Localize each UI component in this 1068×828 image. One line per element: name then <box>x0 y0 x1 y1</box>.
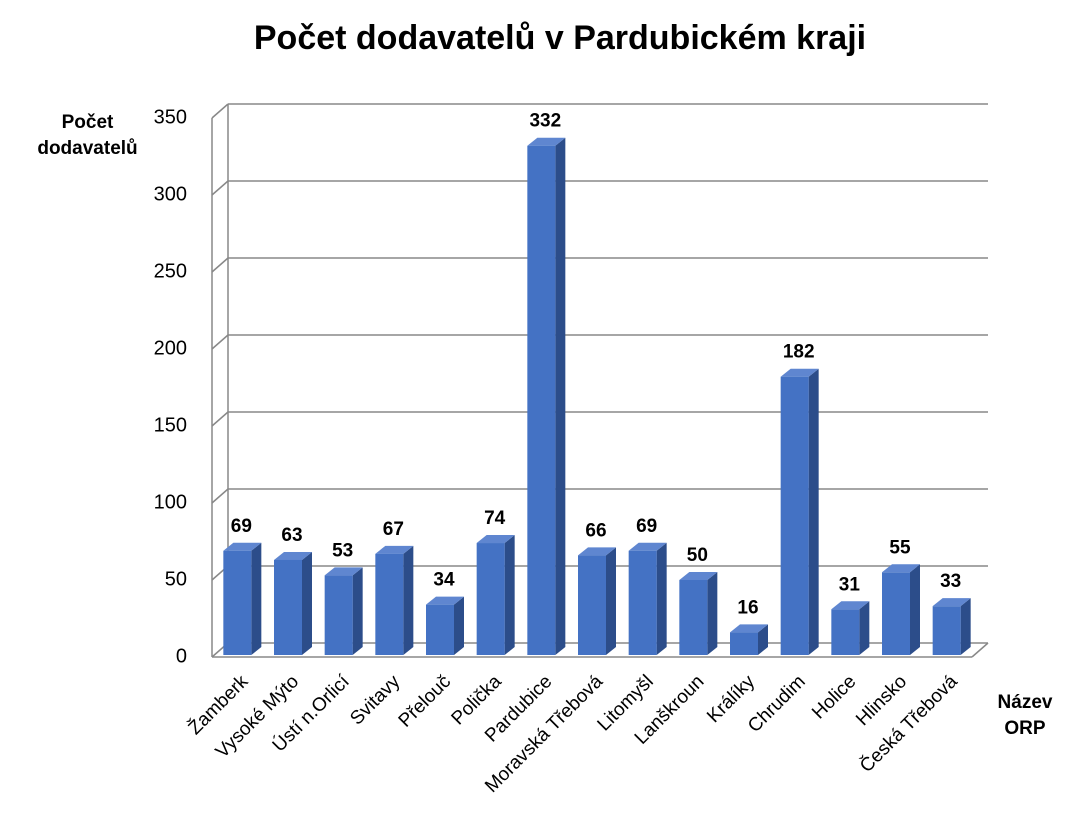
y-tick-label: 150 <box>154 414 187 436</box>
bar-side <box>808 368 819 655</box>
bar-top <box>628 542 667 551</box>
bar <box>375 545 414 655</box>
bar-front <box>578 555 606 655</box>
bar-top <box>375 545 414 554</box>
data-label: 33 <box>940 571 961 592</box>
bar <box>324 567 363 655</box>
bar-front <box>730 632 758 655</box>
bar-front <box>628 550 657 655</box>
bar-top <box>527 137 566 146</box>
bar-top <box>324 567 363 576</box>
bar-front <box>375 553 404 655</box>
bar-front <box>932 606 961 655</box>
bar <box>578 547 616 655</box>
bar <box>426 596 464 655</box>
chart-title: Počet dodavatelů v Pardubickém kraji <box>254 19 866 57</box>
bar <box>882 564 920 655</box>
bar <box>476 535 515 655</box>
data-label: 50 <box>687 545 708 566</box>
floor-edge <box>971 642 989 658</box>
x-axis-label: Název ORP <box>997 692 1053 739</box>
grid-line <box>211 103 229 119</box>
data-label: 34 <box>433 570 455 591</box>
bar-front <box>679 580 708 655</box>
data-label: 63 <box>281 525 302 546</box>
bar-top <box>932 598 971 607</box>
y-axis-label: Počet dodavatelů <box>37 112 138 159</box>
bar-top <box>578 547 616 556</box>
y-tick-label: 250 <box>154 260 187 282</box>
bar-side <box>606 547 616 655</box>
bar-top <box>274 551 312 560</box>
data-label: 74 <box>484 508 506 529</box>
bar-top <box>831 601 870 610</box>
bar <box>223 542 262 655</box>
data-label: 16 <box>737 597 758 618</box>
grid-line <box>211 334 229 350</box>
bar <box>527 137 566 656</box>
bar-side <box>403 545 414 655</box>
data-label: 53 <box>332 540 353 561</box>
bar-front <box>882 572 910 655</box>
bar-side <box>707 572 718 655</box>
bar <box>679 572 718 655</box>
bar-side <box>302 551 312 655</box>
bar-top <box>679 572 718 580</box>
y-tick-label: 0 <box>176 645 187 667</box>
data-label: 182 <box>783 342 815 363</box>
bar-front <box>527 145 556 655</box>
bar-front <box>223 550 252 655</box>
bar-side <box>859 601 870 655</box>
data-label: 332 <box>529 111 561 132</box>
bar-front <box>476 543 505 655</box>
bar <box>274 551 312 655</box>
bar-front <box>274 559 302 655</box>
bar-side <box>656 542 667 655</box>
bar-side <box>555 137 566 656</box>
y-tick-label: 300 <box>154 183 187 205</box>
bar-top <box>780 368 819 377</box>
data-label: 66 <box>585 520 606 541</box>
x-tick-label: Přelouč <box>395 671 455 731</box>
grid-line <box>211 488 229 504</box>
data-label: 69 <box>636 516 657 537</box>
bar-side <box>504 535 515 655</box>
bar-front <box>426 604 454 655</box>
grid-line <box>211 257 229 273</box>
bar-top <box>882 564 920 573</box>
bar-top <box>426 596 464 605</box>
bar <box>831 601 870 655</box>
bar-side <box>454 596 464 655</box>
bar-side <box>960 598 971 655</box>
bar-front <box>831 609 860 655</box>
y-tick-label: 100 <box>154 491 187 513</box>
bar <box>628 542 667 655</box>
y-tick-label: 200 <box>154 337 187 359</box>
y-tick-label: 50 <box>165 568 187 590</box>
bar <box>780 368 819 655</box>
grid-line <box>211 180 229 196</box>
bar-top <box>476 535 515 544</box>
x-tick-label: Svitavy <box>346 671 405 730</box>
bar-side <box>251 542 262 655</box>
grid-line <box>211 411 229 427</box>
data-label: 55 <box>889 537 911 558</box>
data-label: 31 <box>839 574 861 595</box>
bar <box>932 598 971 655</box>
y-tick-label: 350 <box>154 106 187 128</box>
data-label: 67 <box>383 519 404 540</box>
bar-top <box>223 542 262 551</box>
bar-side <box>758 624 768 655</box>
bar-front <box>780 376 809 655</box>
bar-top <box>730 624 768 633</box>
bar <box>730 624 768 655</box>
bar-front <box>324 575 353 655</box>
data-label: 69 <box>231 516 252 537</box>
bar-side <box>910 564 920 655</box>
bar-side <box>352 567 363 655</box>
